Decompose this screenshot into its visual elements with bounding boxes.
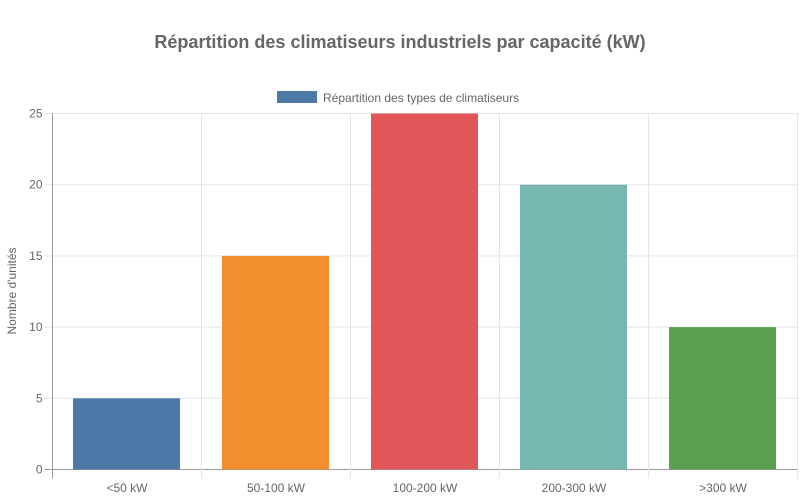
bar bbox=[669, 327, 776, 470]
legend-label: Répartition des types de climatiseurs bbox=[323, 91, 519, 105]
bar bbox=[73, 398, 180, 470]
x-axis: <50 kW 50-100 kW 100-200 kW 200-300 kW >300 … bbox=[106, 481, 747, 495]
x-tick-label: >300 kW bbox=[699, 481, 747, 495]
bars bbox=[73, 113, 776, 470]
x-tick-label: <50 kW bbox=[106, 481, 148, 495]
bar bbox=[371, 113, 478, 470]
y-tick-label: 0 bbox=[36, 463, 43, 477]
y-tick-label: 25 bbox=[29, 107, 43, 121]
y-tick-label: 20 bbox=[29, 178, 43, 192]
legend-swatch bbox=[277, 91, 317, 103]
bar bbox=[520, 184, 627, 470]
bar bbox=[222, 255, 329, 470]
y-tick-label: 5 bbox=[36, 391, 43, 405]
chart-title: Répartition des climatiseurs industriels… bbox=[154, 32, 645, 52]
y-axis: 0 5 10 15 20 25 bbox=[29, 107, 43, 477]
x-tick-label: 200-300 kW bbox=[542, 481, 607, 495]
y-axis-label: Nombre d'unités bbox=[5, 248, 19, 335]
x-tick-label: 50-100 kW bbox=[247, 481, 306, 495]
x-tick-label: 100-200 kW bbox=[393, 481, 458, 495]
y-tick-label: 10 bbox=[29, 320, 43, 334]
legend[interactable]: Répartition des types de climatiseurs bbox=[277, 91, 519, 105]
y-tick-label: 15 bbox=[29, 249, 43, 263]
